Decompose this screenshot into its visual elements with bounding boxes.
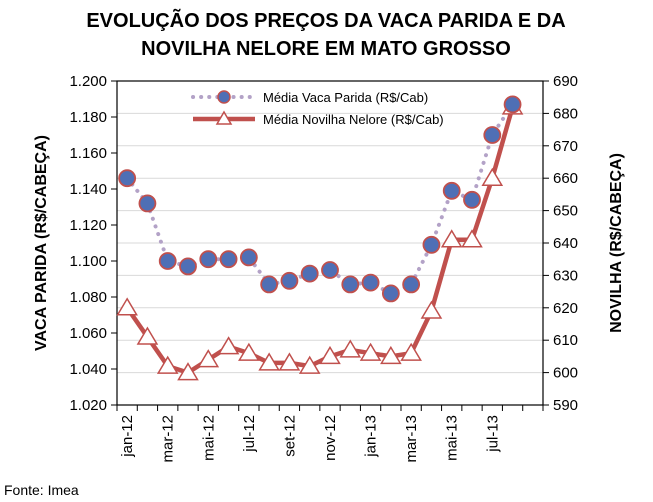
vaca-parida-marker [300,264,319,283]
vaca-parida-marker [463,190,481,209]
novilha-marker [420,300,443,319]
source-note: Fonte: Imea [4,482,79,498]
vaca-parida-marker [341,275,360,294]
x-tick-label: jan-13 [363,415,380,458]
x-tick-label: jan-12 [119,415,136,458]
vaca-parida-marker [158,252,177,270]
right-tick-label: 600 [553,365,578,382]
vaca-parida-marker [361,273,380,292]
novilha-marker [319,345,341,365]
novilha-marker [440,229,463,248]
left-tick-label: 1.120 [69,217,107,234]
vaca-parida-marker [138,194,157,213]
left-tick-label: 1.040 [69,361,107,378]
x-tick-label: jul-13 [484,415,501,453]
chart-title-line-2: NOVILHA NELORE EM MATO GROSSO [141,38,511,60]
vaca-parida-marker [381,284,400,303]
x-tick-label: mai-12 [200,415,217,461]
left-tick-label: 1.200 [69,73,107,90]
legend: Média Vaca Parida (R$/Cab) Média Novilha… [191,90,444,127]
left-axis-ticks: 1.020 1.040 1.060 1.080 1.100 1.120 1.140 1.160… [69,73,117,414]
right-tick-label: 640 [553,235,578,252]
x-tick-label: set-12 [281,415,298,457]
chart-title: EVOLUÇÃO DOS PREÇOS DA VACA PARIDA E DA … [86,9,565,60]
left-tick-label: 1.020 [69,397,107,414]
legend-vaca-label: Média Vaca Parida (R$/Cab) [263,90,428,105]
legend-novilha-marker [215,110,233,125]
novilha-marker [156,355,179,374]
left-tick-label: 1.080 [69,289,107,306]
left-axis-title: VACA PARIDA (R$/CABEÇA) [33,135,50,351]
legend-entry-vaca: Média Vaca Parida (R$/Cab) [191,90,428,105]
right-tick-label: 630 [553,267,578,284]
vaca-parida-marker [483,126,502,144]
vaca-parida-marker [422,235,441,254]
vaca-parida-marker [239,248,258,267]
vaca-parida-marker [219,250,238,269]
right-tick-label: 590 [553,397,578,414]
novilha-marker [238,342,260,361]
right-tick-label: 680 [553,105,578,122]
right-tick-label: 670 [553,138,578,155]
left-tick-label: 1.180 [69,109,107,126]
novilha-marker [339,339,362,358]
right-axis-ticks: 590 600 610 620 630 640 650 660 670 680 690 [543,73,578,414]
vaca-parida-marker [503,95,522,114]
novilha-marker [136,326,159,345]
left-tick-label: 1.140 [69,181,107,198]
right-tick-label: 650 [553,203,578,220]
legend-vaca-marker [217,90,231,104]
novilha-marker [258,352,280,371]
x-axis-ticks: jan-12 mar-12 mai-12 jul-12 set-12 nov-12 jan-… [116,405,544,463]
novilha-marker [116,297,138,316]
vaca-parida-marker [179,257,197,276]
novilha-marker [481,167,504,186]
gridlines [117,112,543,374]
x-tick-label: mai-13 [444,415,461,461]
left-tick-label: 1.060 [69,325,107,342]
vaca-parida-marker [280,271,299,290]
legend-entry-novilha: Média Novilha Nelore (R$/Cab) [193,110,444,127]
novilha-marker [278,352,301,371]
novilha-marker [400,342,422,361]
right-tick-label: 620 [553,300,578,317]
series-layer [116,95,524,381]
novilha-marker [197,349,220,368]
novilha-marker [298,355,321,374]
vaca-parida-marker [442,181,461,200]
left-tick-label: 1.160 [69,145,107,162]
vaca-parida-marker [402,275,421,294]
vaca-parida-marker [118,169,137,188]
legend-novilha-label: Média Novilha Nelore (R$/Cab) [263,112,444,127]
novilha-marker [359,342,382,361]
right-tick-label: 610 [553,332,578,349]
x-tick-label: jul-12 [241,415,258,453]
x-tick-label: mar-13 [403,415,420,463]
vaca-parida-marker [260,275,279,294]
vaca-parida-marker [199,250,218,269]
novilha-marker [380,345,402,365]
novilha-marker [461,229,483,248]
right-tick-label: 660 [553,170,578,187]
vaca-parida-marker [321,261,339,279]
novilha-marker [177,362,199,381]
left-tick-label: 1.100 [69,253,107,270]
right-axis-title: NOVILHA (R$/CABEÇA) [608,153,625,333]
right-tick-label: 690 [553,73,578,90]
x-tick-label: nov-12 [322,415,339,461]
x-tick-label: mar-12 [160,415,177,463]
chart-title-line-1: EVOLUÇÃO DOS PREÇOS DA VACA PARIDA E DA [86,9,565,32]
novilha-marker [217,336,240,355]
